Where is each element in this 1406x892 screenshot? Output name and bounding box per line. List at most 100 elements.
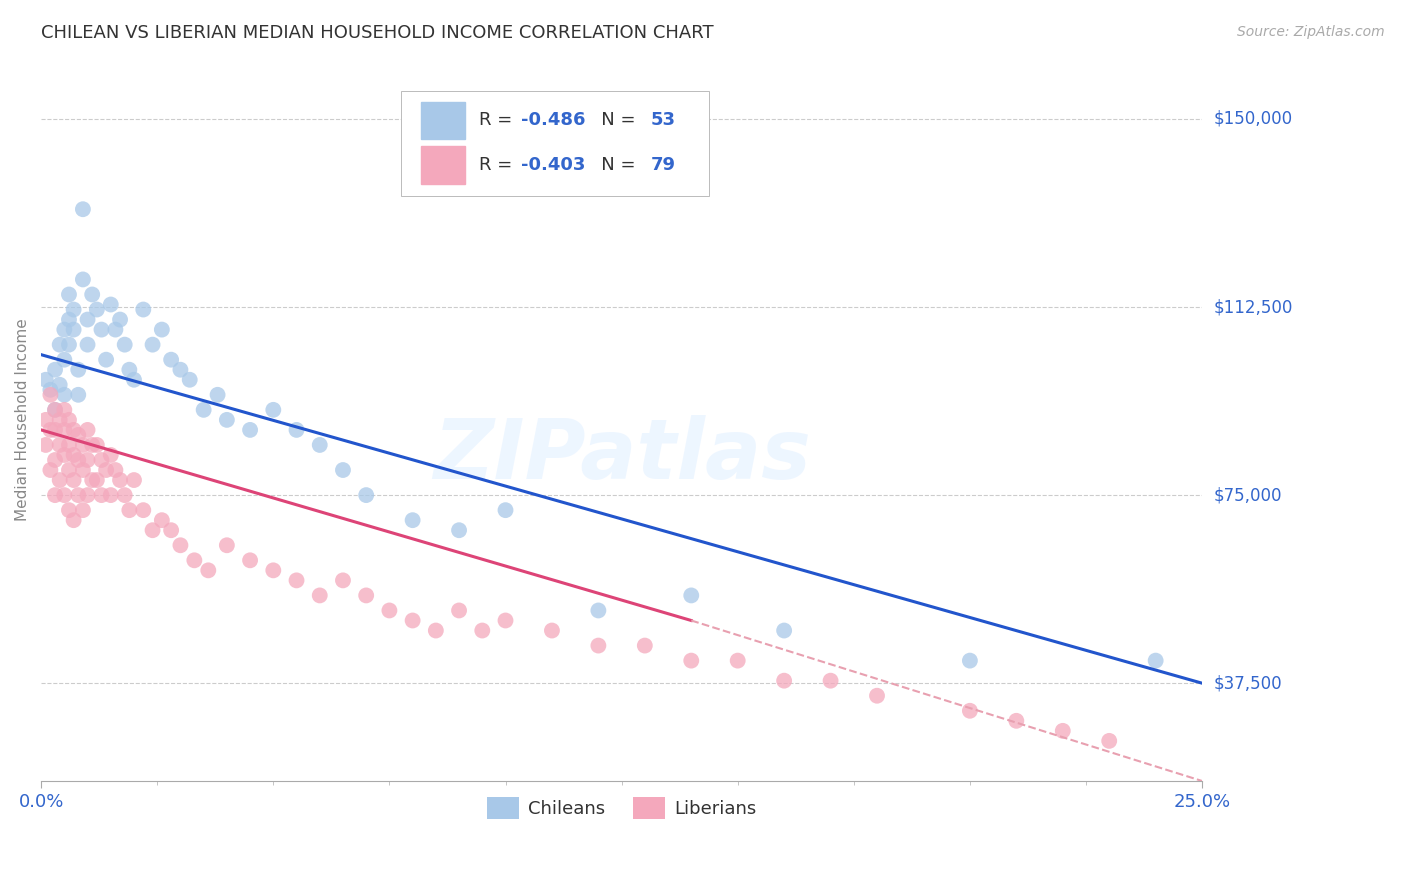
Point (39, 388, 62, 402)
Point (86, 302, 108, 317)
Point (959, 654, 981, 668)
Point (425, 624, 447, 638)
Text: $112,500: $112,500 (1213, 298, 1292, 316)
Point (72, 438, 94, 452)
Point (48, 377, 70, 392)
Point (100, 448, 122, 462)
Point (108, 312, 131, 326)
Point (82, 438, 104, 452)
Point (1144, 654, 1167, 668)
Point (67, 428, 90, 442)
Point (39, 463, 62, 477)
Point (239, 423, 262, 437)
Point (332, 574, 354, 588)
Point (773, 624, 796, 638)
Point (150, 322, 173, 336)
Point (541, 624, 564, 638)
Point (108, 473, 131, 487)
Point (122, 473, 145, 487)
Point (53, 423, 76, 437)
Point (193, 402, 215, 417)
Point (114, 488, 136, 502)
Point (67, 388, 90, 402)
Point (53, 322, 76, 336)
Point (72, 202, 94, 217)
Point (1052, 723, 1074, 738)
Y-axis label: Median Household Income: Median Household Income (15, 318, 30, 521)
Point (588, 639, 610, 653)
Point (48, 438, 70, 452)
Point (495, 614, 517, 628)
Text: $150,000: $150,000 (1213, 110, 1292, 128)
Text: Source: ZipAtlas.com: Source: ZipAtlas.com (1237, 25, 1385, 39)
Text: ZIPatlas: ZIPatlas (433, 416, 810, 497)
Bar (420, 146, 465, 184)
Point (53, 448, 76, 462)
Point (62, 302, 84, 317)
Point (118, 503, 141, 517)
Point (62, 423, 84, 437)
Point (35, 373, 58, 387)
Point (207, 388, 229, 402)
Point (48, 413, 70, 427)
Point (114, 337, 136, 351)
Point (959, 704, 981, 718)
Point (169, 538, 191, 552)
Point (82, 473, 104, 487)
Point (1005, 714, 1028, 728)
Point (132, 302, 155, 317)
Point (62, 513, 84, 527)
Point (160, 523, 183, 537)
Point (90, 453, 112, 467)
Text: -0.486: -0.486 (520, 112, 585, 129)
Point (76, 337, 98, 351)
Point (44, 488, 66, 502)
Point (44, 402, 66, 417)
Point (495, 503, 517, 517)
Point (169, 362, 191, 376)
Point (48, 473, 70, 487)
Point (681, 654, 703, 668)
Point (44, 453, 66, 467)
Point (67, 362, 90, 376)
Point (354, 589, 377, 603)
Point (122, 373, 145, 387)
Point (634, 639, 657, 653)
Point (118, 362, 141, 376)
Point (100, 488, 122, 502)
Point (773, 673, 796, 688)
Point (471, 624, 494, 638)
Point (378, 603, 401, 617)
Point (94, 352, 117, 367)
Point (239, 553, 262, 567)
Point (820, 673, 842, 688)
Point (53, 402, 76, 417)
Point (866, 689, 889, 703)
Point (76, 312, 98, 326)
Point (44, 402, 66, 417)
Point (449, 523, 471, 537)
Point (39, 423, 62, 437)
Text: CHILEAN VS LIBERIAN MEDIAN HOUSEHOLD INCOME CORRELATION CHART: CHILEAN VS LIBERIAN MEDIAN HOUSEHOLD INC… (41, 24, 714, 42)
Point (53, 352, 76, 367)
Point (1098, 734, 1121, 748)
Text: -0.403: -0.403 (520, 156, 585, 174)
Text: 53: 53 (651, 112, 676, 129)
Point (401, 614, 423, 628)
Point (215, 413, 238, 427)
Point (449, 603, 471, 617)
Point (44, 423, 66, 437)
Point (62, 322, 84, 336)
Text: R =: R = (479, 156, 517, 174)
Point (58, 287, 80, 301)
Point (82, 287, 104, 301)
Point (58, 503, 80, 517)
Point (354, 488, 377, 502)
Text: N =: N = (585, 112, 641, 129)
Text: R =: R = (479, 112, 517, 129)
Point (58, 312, 80, 326)
Point (86, 438, 108, 452)
Point (90, 322, 112, 336)
Point (183, 553, 205, 567)
Point (142, 337, 165, 351)
